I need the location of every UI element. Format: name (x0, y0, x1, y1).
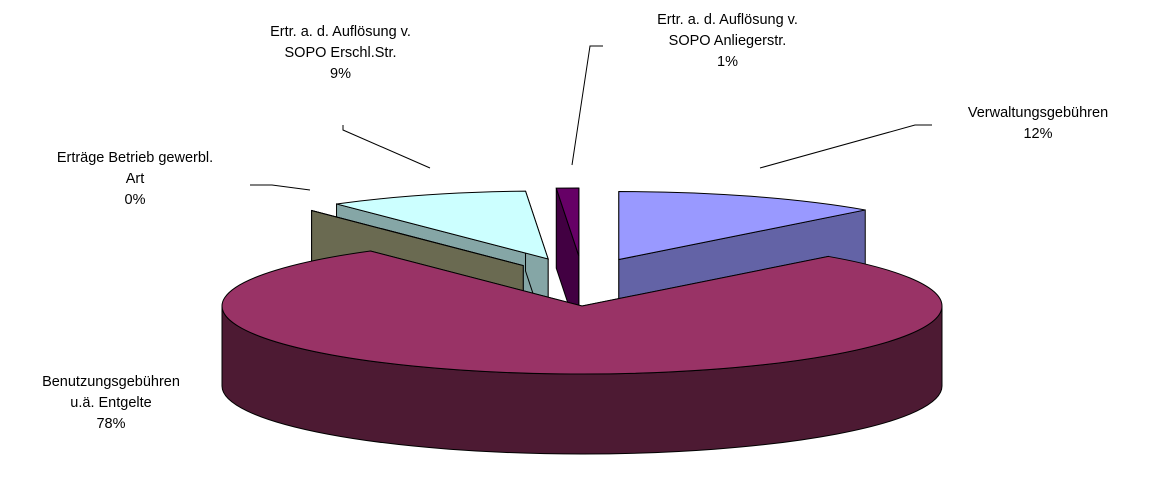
value-label: 1% (717, 54, 738, 70)
slice-label: Verwaltungsgebühren 12% (928, 103, 1148, 145)
value-label: 9% (330, 66, 351, 82)
category-label: Ertr. a. d. Auflösung v. SOPO Anliegerst… (657, 12, 798, 49)
slice-top (336, 190, 549, 260)
slice-label: Ertr. a. d. Auflösung v. SOPO Erschl.Str… (258, 22, 423, 85)
leader-line (250, 184, 311, 191)
category-label: Erträge Betrieb gewerbl. Art (56, 150, 214, 187)
category-label: Verwaltungsgebühren (967, 105, 1109, 121)
slice-top (555, 187, 580, 257)
value-label: 0% (124, 192, 146, 208)
slice-label: Erträge Betrieb gewerbl. Art 0% (55, 148, 215, 211)
slice-top (311, 210, 524, 267)
leader-lines (250, 45, 932, 191)
category-label: Benutzungsgebühren u.ä. Entgelte (42, 374, 180, 411)
slice-top (618, 191, 866, 261)
leader-line (342, 125, 431, 169)
value-label: 12% (1023, 126, 1053, 142)
category-label: Ertr. a. d. Auflösung v. SOPO Erschl.Str… (270, 24, 411, 61)
value-label: 78% (96, 416, 126, 432)
leader-line (571, 45, 603, 166)
slice-top (221, 250, 943, 375)
leader-line (759, 124, 932, 169)
slice-label: Ertr. a. d. Auflösung v. SOPO Anliegerst… (645, 10, 810, 73)
slices (221, 187, 943, 455)
slice-label: Benutzungsgebühren u.ä. Entgelte 78% (32, 372, 190, 435)
